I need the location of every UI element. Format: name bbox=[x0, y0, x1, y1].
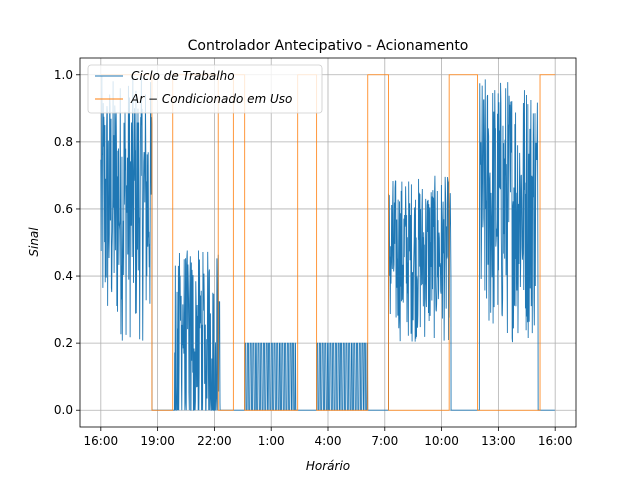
legend-label-ciclo: Ciclo de Trabalho bbox=[131, 69, 235, 83]
x-axis-title: Horário bbox=[306, 459, 350, 473]
y-tick-label: 0.2 bbox=[54, 336, 73, 350]
x-tick-label: 7:00 bbox=[371, 434, 398, 448]
x-tick-label: 19:00 bbox=[140, 434, 175, 448]
legend: Ciclo de Trabalho Ar − Condicionado em U… bbox=[87, 64, 323, 114]
y-tick-label: 1.0 bbox=[54, 68, 73, 82]
y-tick-label: 0.6 bbox=[54, 202, 73, 216]
chart-title: Controlador Antecipativo - Acionamento bbox=[188, 38, 469, 54]
y-axis: 0.0 0.2 0.4 0.6 0.8 1.0 bbox=[54, 68, 80, 417]
x-tick-label: 1:00 bbox=[258, 434, 285, 448]
y-axis-title: Sinal bbox=[27, 227, 41, 257]
x-tick-label: 16:00 bbox=[84, 434, 119, 448]
x-tick-label: 22:00 bbox=[197, 434, 232, 448]
x-axis: 16:00 19:00 22:00 1:00 4:00 7:00 10:00 13:00 16:… bbox=[84, 427, 573, 448]
legend-box bbox=[87, 64, 323, 114]
x-tick-label: 4:00 bbox=[315, 434, 342, 448]
y-tick-label: 0.0 bbox=[54, 403, 73, 417]
y-tick-label: 0.4 bbox=[54, 269, 73, 283]
legend-label-ar: Ar − Condicionado em Uso bbox=[130, 92, 292, 106]
x-tick-label: 13:00 bbox=[481, 434, 516, 448]
x-tick-label: 10:00 bbox=[424, 434, 459, 448]
x-tick-label: 16:00 bbox=[538, 434, 573, 448]
y-tick-label: 0.8 bbox=[54, 135, 73, 149]
